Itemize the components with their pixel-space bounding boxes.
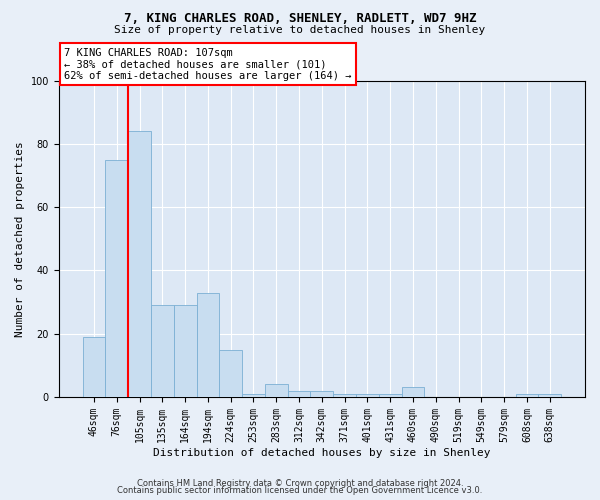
Bar <box>310 390 333 397</box>
Bar <box>401 388 424 397</box>
Y-axis label: Number of detached properties: Number of detached properties <box>15 141 25 336</box>
Text: Contains public sector information licensed under the Open Government Licence v3: Contains public sector information licen… <box>118 486 482 495</box>
Text: Size of property relative to detached houses in Shenley: Size of property relative to detached ho… <box>115 25 485 35</box>
Bar <box>242 394 265 397</box>
Bar <box>219 350 242 397</box>
Bar <box>287 390 310 397</box>
Bar <box>128 132 151 397</box>
X-axis label: Distribution of detached houses by size in Shenley: Distribution of detached houses by size … <box>153 448 491 458</box>
Bar <box>538 394 561 397</box>
Text: 7, KING CHARLES ROAD, SHENLEY, RADLETT, WD7 9HZ: 7, KING CHARLES ROAD, SHENLEY, RADLETT, … <box>124 12 476 26</box>
Bar <box>515 394 538 397</box>
Bar <box>83 337 106 397</box>
Bar <box>106 160 128 397</box>
Text: 7 KING CHARLES ROAD: 107sqm
← 38% of detached houses are smaller (101)
62% of se: 7 KING CHARLES ROAD: 107sqm ← 38% of det… <box>64 48 352 80</box>
Bar <box>356 394 379 397</box>
Bar <box>333 394 356 397</box>
Bar <box>174 306 197 397</box>
Bar <box>151 306 174 397</box>
Text: Contains HM Land Registry data © Crown copyright and database right 2024.: Contains HM Land Registry data © Crown c… <box>137 478 463 488</box>
Bar <box>197 292 219 397</box>
Bar <box>379 394 401 397</box>
Bar <box>265 384 287 397</box>
